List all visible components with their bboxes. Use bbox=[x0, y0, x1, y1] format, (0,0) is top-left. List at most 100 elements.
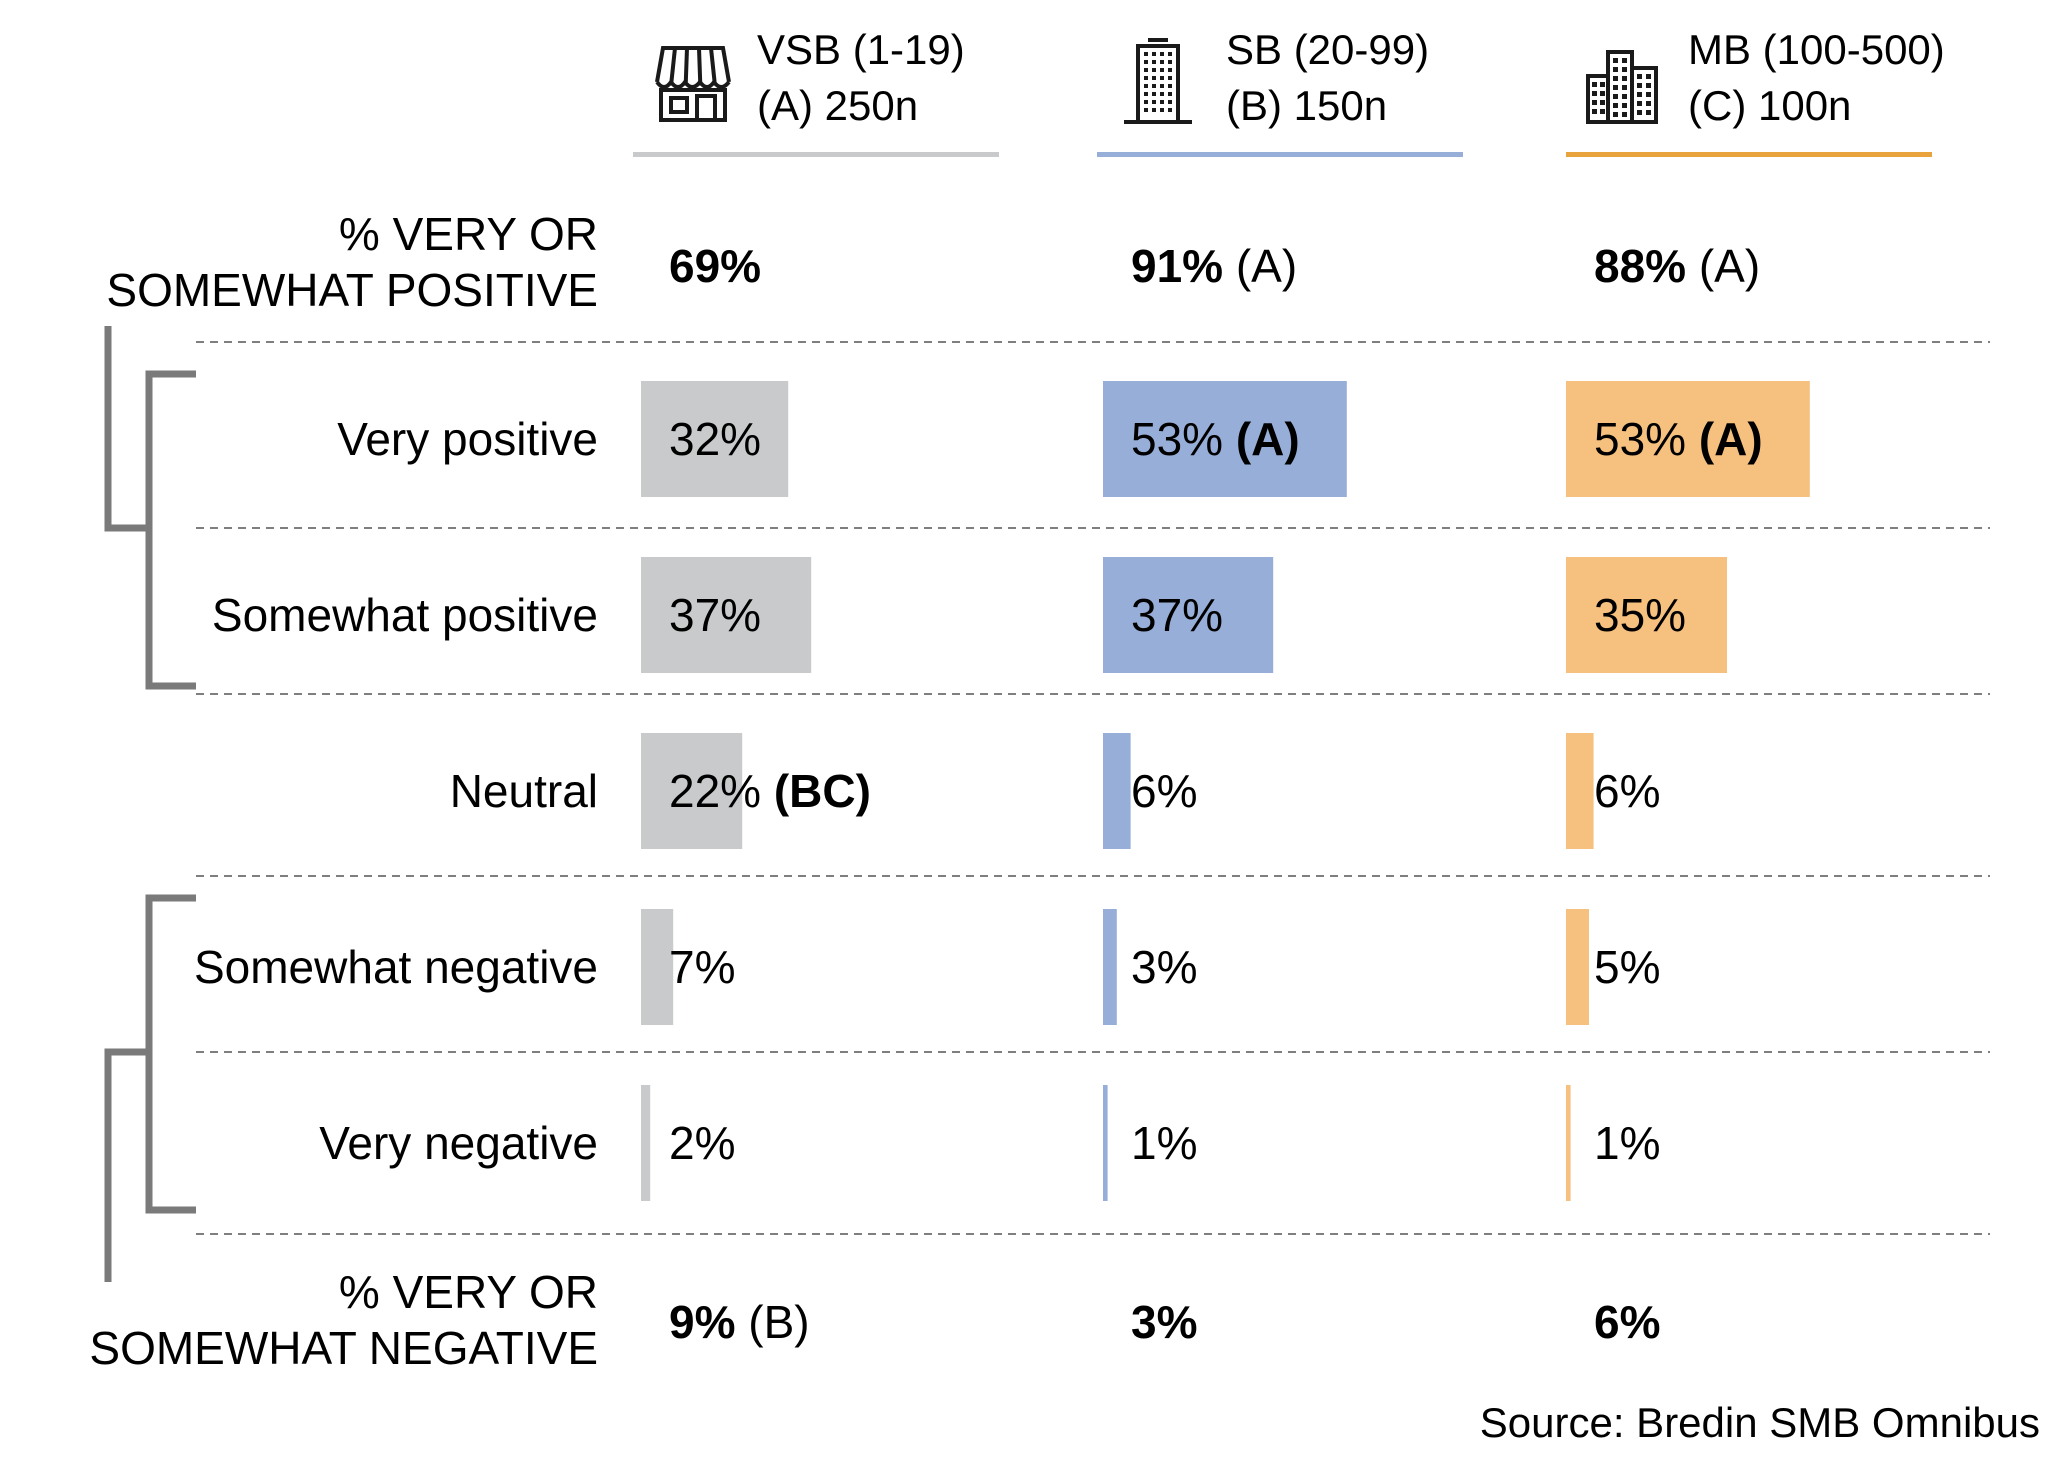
building-middle bbox=[1606, 50, 1634, 124]
summary-positive-sb-sig-letters: (A) bbox=[1223, 240, 1297, 292]
store-window bbox=[669, 96, 689, 114]
window-dot bbox=[1168, 52, 1172, 56]
bar-label-sb: 3% bbox=[1131, 941, 1197, 993]
column-header-title: SB (20-99) bbox=[1226, 26, 1429, 73]
bar-label-mb-sig-letters: (A) bbox=[1686, 413, 1763, 465]
window-dot bbox=[1152, 60, 1156, 64]
bar-label-vsb: 22% (BC) bbox=[669, 765, 871, 817]
window-dot bbox=[1622, 67, 1627, 72]
negative-summary-bracket bbox=[104, 1048, 149, 1282]
summary-negative-mb-value: 6% bbox=[1594, 1296, 1660, 1348]
column-header-sb: SB (20-99) (B) 150n bbox=[1097, 26, 1463, 157]
bar-label-mb: 35% bbox=[1594, 589, 1686, 641]
window-dot bbox=[1168, 76, 1172, 80]
bar-vsb bbox=[641, 381, 789, 497]
bar-label-sb: 1% bbox=[1131, 1117, 1197, 1169]
window-dot bbox=[1613, 112, 1618, 117]
bar-label-vsb: 2% bbox=[669, 1117, 735, 1169]
bar-mb bbox=[1566, 557, 1727, 673]
window-dot bbox=[1152, 84, 1156, 88]
summary-negative-vsb: 9% (B) bbox=[669, 1296, 810, 1348]
summary-negative-label: SOMEWHAT NEGATIVE bbox=[89, 1322, 598, 1374]
window-dot bbox=[1144, 52, 1148, 56]
bar-label-sb-sig-letters: (A) bbox=[1223, 413, 1300, 465]
window-dot bbox=[1160, 108, 1164, 112]
window-dot bbox=[1637, 101, 1642, 106]
bar-label-mb: 6% bbox=[1594, 765, 1660, 817]
window-dot bbox=[1646, 110, 1651, 115]
row-label: Very negative bbox=[319, 1117, 598, 1169]
bar-label-sb: 37% bbox=[1131, 589, 1223, 641]
bar-sb bbox=[1103, 381, 1347, 497]
window-dot bbox=[1622, 58, 1627, 63]
bar-label-sb-value: 6% bbox=[1131, 765, 1197, 817]
window-dot bbox=[1637, 92, 1642, 97]
office-building-icon bbox=[1124, 38, 1192, 124]
building-right bbox=[1630, 66, 1658, 124]
window-dot bbox=[1168, 60, 1172, 64]
storefront-icon bbox=[655, 46, 731, 122]
window-dot bbox=[1600, 109, 1605, 114]
column-header-underline bbox=[1097, 152, 1463, 157]
window-dot bbox=[1646, 74, 1651, 79]
awning-stripe bbox=[683, 47, 689, 83]
bar-vsb bbox=[641, 557, 812, 673]
column-header-underline bbox=[1566, 152, 1932, 157]
bar-label-sb-value: 37% bbox=[1131, 589, 1223, 641]
city-buildings-icon bbox=[1586, 50, 1658, 124]
summary-positive-vsb-value: 69% bbox=[669, 240, 761, 292]
window-dot bbox=[1160, 68, 1164, 72]
window-dot bbox=[1637, 74, 1642, 79]
window-dot bbox=[1637, 110, 1642, 115]
window-dot bbox=[1613, 58, 1618, 63]
bar-label-mb: 1% bbox=[1594, 1117, 1660, 1169]
window-dot bbox=[1160, 92, 1164, 96]
window-dot bbox=[1613, 76, 1618, 81]
window-dot bbox=[1592, 91, 1597, 96]
source-note: Source: Bredin SMB Omnibus bbox=[1480, 1399, 2040, 1446]
window-dot bbox=[1613, 85, 1618, 90]
bar-label-vsb-value: 22% bbox=[669, 765, 761, 817]
summary-positive-mb-value: 88% bbox=[1594, 240, 1686, 292]
summary-positive-mb-sig-letters: (A) bbox=[1686, 240, 1760, 292]
window-dot bbox=[1622, 94, 1627, 99]
window-dot bbox=[1646, 92, 1651, 97]
window-dot bbox=[1168, 108, 1172, 112]
window-dot bbox=[1600, 91, 1605, 96]
bar-mb bbox=[1566, 381, 1810, 497]
window-dot bbox=[1622, 103, 1627, 108]
summary-positive-vsb: 69% bbox=[669, 240, 761, 292]
window-dot bbox=[1600, 100, 1605, 105]
bar-label-vsb: 7% bbox=[669, 941, 735, 993]
awning-outline bbox=[655, 46, 731, 83]
store-door bbox=[695, 94, 717, 122]
window-dot bbox=[1613, 67, 1618, 72]
bar-vsb bbox=[641, 1085, 651, 1201]
window-dot bbox=[1144, 76, 1148, 80]
window-dot bbox=[1144, 68, 1148, 72]
window-dot bbox=[1160, 84, 1164, 88]
window-dot bbox=[1622, 112, 1627, 117]
window-dot bbox=[1152, 108, 1156, 112]
column-header-mb: MB (100-500) (C) 100n bbox=[1566, 26, 1945, 157]
summary-negative-vsb-sig-letters: (B) bbox=[735, 1296, 809, 1348]
bar-label-mb: 53% (A) bbox=[1594, 413, 1763, 465]
bar-label-sb-value: 3% bbox=[1131, 941, 1197, 993]
summary-negative-mb: 6% bbox=[1594, 1296, 1660, 1348]
window-dot bbox=[1622, 76, 1627, 81]
positive-summary-bracket bbox=[104, 326, 149, 532]
awning-stripe bbox=[669, 47, 677, 83]
window-dot bbox=[1152, 68, 1156, 72]
bar-mb bbox=[1566, 909, 1589, 1025]
window-dot bbox=[1168, 92, 1172, 96]
column-header-vsb: VSB (1-19) (A) 250n bbox=[633, 26, 999, 157]
window-dot bbox=[1152, 52, 1156, 56]
bar-label-mb-value: 1% bbox=[1594, 1117, 1660, 1169]
bar-label-sb: 6% bbox=[1131, 765, 1197, 817]
window-dot bbox=[1168, 68, 1172, 72]
store-body bbox=[659, 88, 727, 122]
column-header-title: MB (100-500) bbox=[1688, 26, 1945, 73]
bar-sb bbox=[1103, 1085, 1108, 1201]
bar-sb bbox=[1103, 733, 1131, 849]
positive-bracket bbox=[145, 370, 196, 690]
